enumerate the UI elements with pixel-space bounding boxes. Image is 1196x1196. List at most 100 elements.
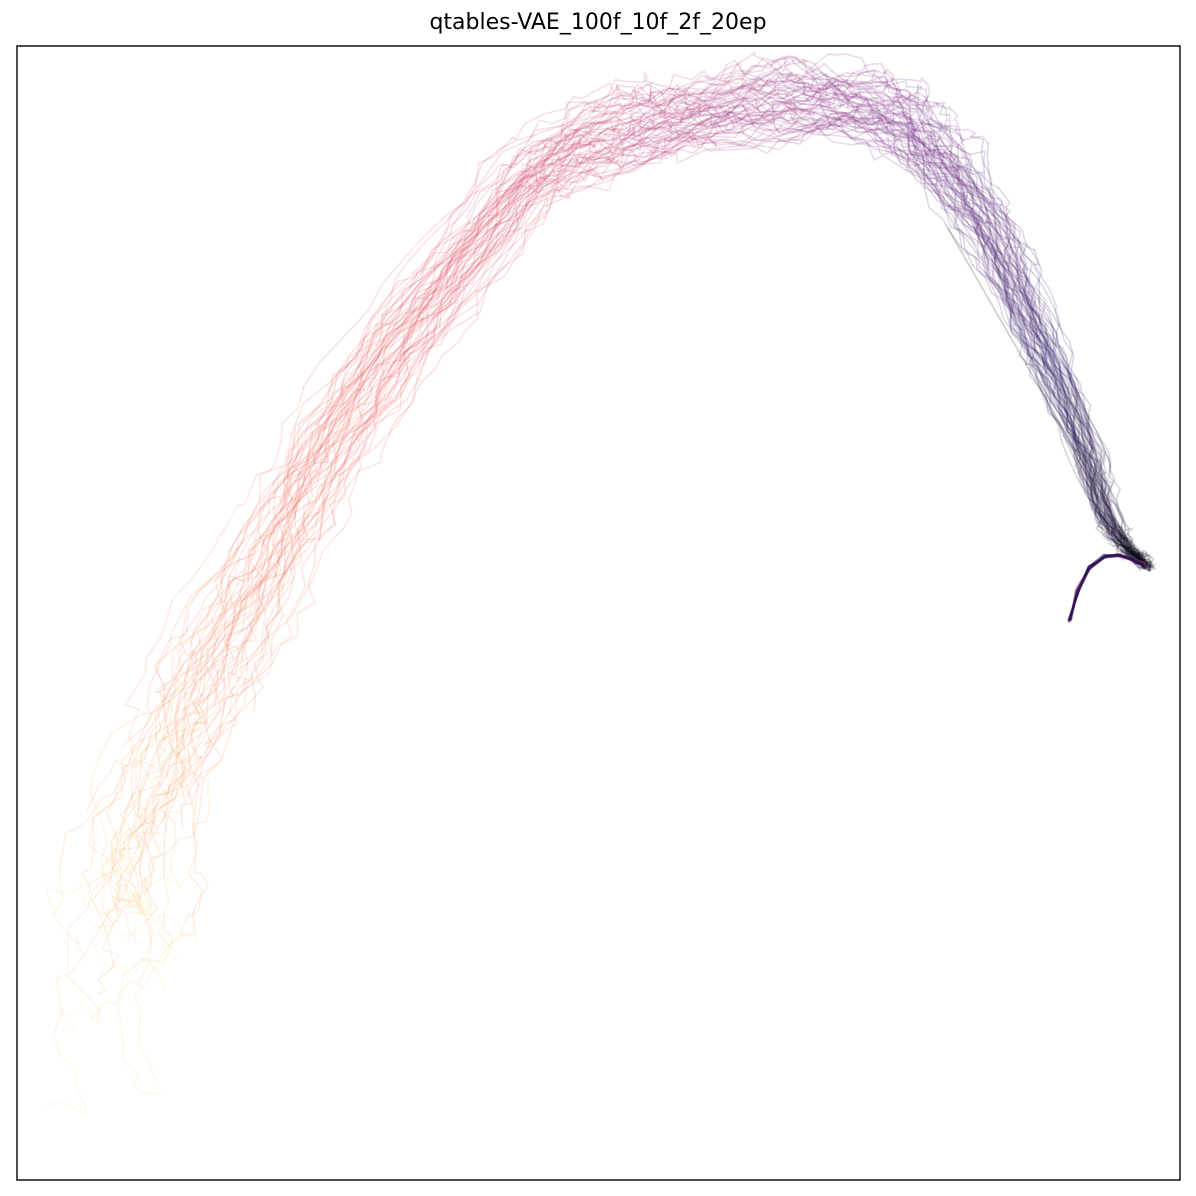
trajectory-line-18-seg-4: [692, 67, 779, 107]
trajectory-line-6-seg-9: [986, 216, 1013, 291]
trajectory-line-7-seg-3: [285, 272, 414, 490]
trajectory-line-3-seg-10: [983, 223, 1027, 339]
trajectory-line-56-seg-4: [454, 147, 556, 258]
trajectory-line-20-seg-0: [285, 313, 387, 480]
trajectory-line-57-seg-9: [944, 169, 984, 247]
trajectory-line-16-seg-7: [725, 114, 799, 135]
trajectory-line-34-seg-7: [844, 112, 912, 133]
trajectory-line-53-seg-8: [793, 87, 892, 135]
trajectory-line-15-seg-2: [163, 686, 264, 877]
trajectory-line-54-seg-9: [891, 120, 969, 169]
trajectory-line-43-seg-4: [395, 203, 512, 330]
trajectory-line-8-seg-10: [977, 242, 1034, 368]
trajectory-line-59-seg-12: [1079, 398, 1118, 528]
trajectory-line-46-seg-11: [1016, 265, 1080, 411]
trajectory-line-39-seg-8: [792, 114, 883, 139]
trajectory-line-22-seg-1: [282, 402, 377, 578]
trajectory-line-27-seg-12: [1077, 441, 1119, 541]
trajectory-line-18-seg-7: [907, 92, 933, 134]
trajectory-line-4-seg-9: [908, 110, 957, 195]
trajectory-line-36-seg-9: [963, 184, 987, 277]
trajectory-line-56-seg-12: [1086, 422, 1115, 522]
trajectory-line-5-seg-13: [1114, 525, 1147, 565]
trajectory-line-24-seg-5: [599, 95, 688, 134]
trajectory-line-28-seg-10: [926, 163, 998, 259]
trajectory-line-11-seg-6: [730, 51, 789, 78]
trajectory-line-59-seg-4: [322, 250, 469, 430]
trajectory-line-38-seg-10: [964, 203, 1016, 326]
trajectory-line-42-seg-7: [889, 128, 942, 145]
trajectory-line-57-seg-4: [557, 138, 646, 166]
trajectory-line-5-seg-12: [1086, 415, 1116, 528]
trajectory-line-50-seg-9: [948, 167, 988, 245]
trajectory-line-39-seg-2: [125, 734, 199, 838]
trajectory-line-22-seg-2: [374, 235, 507, 405]
trajectory-line-39-seg-7: [686, 131, 794, 153]
trajectory-line-16-seg-2: [156, 623, 252, 730]
trajectory-line-41-seg-9: [939, 166, 977, 260]
trajectory-line-3-seg-9: [907, 157, 986, 225]
trajectory-line-42-seg-3: [603, 109, 681, 149]
trajectory-line-26-seg-12: [1089, 456, 1136, 556]
trajectory-line-5-seg-0: [133, 933, 183, 1083]
trajectory-line-33-seg-8: [871, 76, 931, 105]
trajectory-line-13-seg-3: [415, 161, 553, 346]
trajectory-line-52-seg-11: [1037, 318, 1070, 422]
trajectory-line-0-seg-5: [463, 113, 605, 257]
trajectory-line-41-seg-5: [669, 93, 729, 116]
trajectory-line-28-seg-11: [994, 257, 1066, 399]
trajectory-line-3-seg-6: [683, 96, 774, 139]
trajectory-line-35-seg-3: [341, 301, 452, 481]
trajectory-line-16-seg-3: [249, 417, 359, 626]
trajectory-line-41-seg-11: [1043, 353, 1075, 472]
trajectory-line-47-seg-9: [851, 119, 918, 156]
trajectory-line-36-seg-13: [1125, 543, 1144, 565]
trajectory-line-7-seg-9: [903, 111, 939, 183]
trajectory-line-52-seg-8: [856, 85, 927, 144]
trajectory-line-38-seg-1: [110, 695, 209, 879]
trajectory-line-18-seg-3: [637, 81, 694, 108]
end-hook-line-8: [1070, 553, 1145, 621]
trajectory-line-10-seg-1: [293, 368, 374, 514]
trajectory-line-47-seg-0: [59, 999, 102, 1033]
trajectory-line-28-seg-12: [1064, 397, 1114, 525]
trajectory-line-57-seg-3: [460, 152, 560, 278]
trajectory-line-19-seg-7: [741, 71, 854, 87]
trajectory-line-23-seg-2: [277, 404, 384, 614]
trajectory-line-45-seg-12: [1062, 435, 1120, 548]
trajectory-line-31-seg-6: [621, 111, 742, 158]
trajectory-line-17-seg-6: [571, 102, 664, 135]
trajectory-line-18-seg-0: [380, 217, 475, 318]
trajectory-line-4-seg-2: [237, 387, 305, 507]
trajectory-line-37-seg-3: [445, 176, 546, 286]
trajectory-line-28-seg-3: [216, 478, 306, 641]
trajectory-line-24-seg-11: [1034, 301, 1096, 442]
trajectory-line-8-seg-11: [1032, 365, 1082, 460]
trajectory-line-29-seg-6: [621, 87, 752, 134]
trajectory-line-16-seg-5: [460, 157, 619, 278]
trajectory-line-3-seg-1: [224, 483, 276, 603]
trajectory-line-30-seg-9: [933, 162, 986, 253]
trajectory-line-38-seg-11: [1014, 324, 1070, 428]
trajectory-line-53-seg-2: [138, 550, 230, 741]
trajectory-line-31-seg-9: [891, 154, 967, 205]
trajectory-line-50-seg-5: [620, 133, 717, 171]
trajectory-line-37-seg-11: [1025, 363, 1087, 474]
trajectory-line-18-seg-1: [473, 138, 552, 220]
trajectory-line-2-seg-13: [1129, 544, 1141, 559]
trajectory-line-17-seg-12: [1065, 410, 1100, 524]
trajectory-line-36-seg-8: [898, 148, 966, 187]
trajectory-line-20-seg-7: [858, 117, 919, 134]
trajectory-line-48-seg-3: [559, 97, 675, 167]
trajectory-line-52-seg-4: [455, 128, 580, 261]
trajectory-line-21-seg-8: [868, 113, 949, 178]
trajectory-line-51-seg-1: [377, 191, 499, 359]
trajectory-line-20-seg-12: [1093, 480, 1120, 543]
trajectory-line-20-seg-3: [568, 94, 648, 137]
trajectory-line-12-seg-1: [130, 839, 183, 908]
trajectory-line-33-seg-4: [488, 94, 622, 216]
trajectory-line-43-seg-12: [1077, 436, 1109, 534]
trajectory-line-2-seg-9: [985, 206, 1026, 300]
trajectory-line-58-seg-3: [389, 216, 526, 377]
trajectory-line-30-seg-11: [1032, 349, 1092, 468]
